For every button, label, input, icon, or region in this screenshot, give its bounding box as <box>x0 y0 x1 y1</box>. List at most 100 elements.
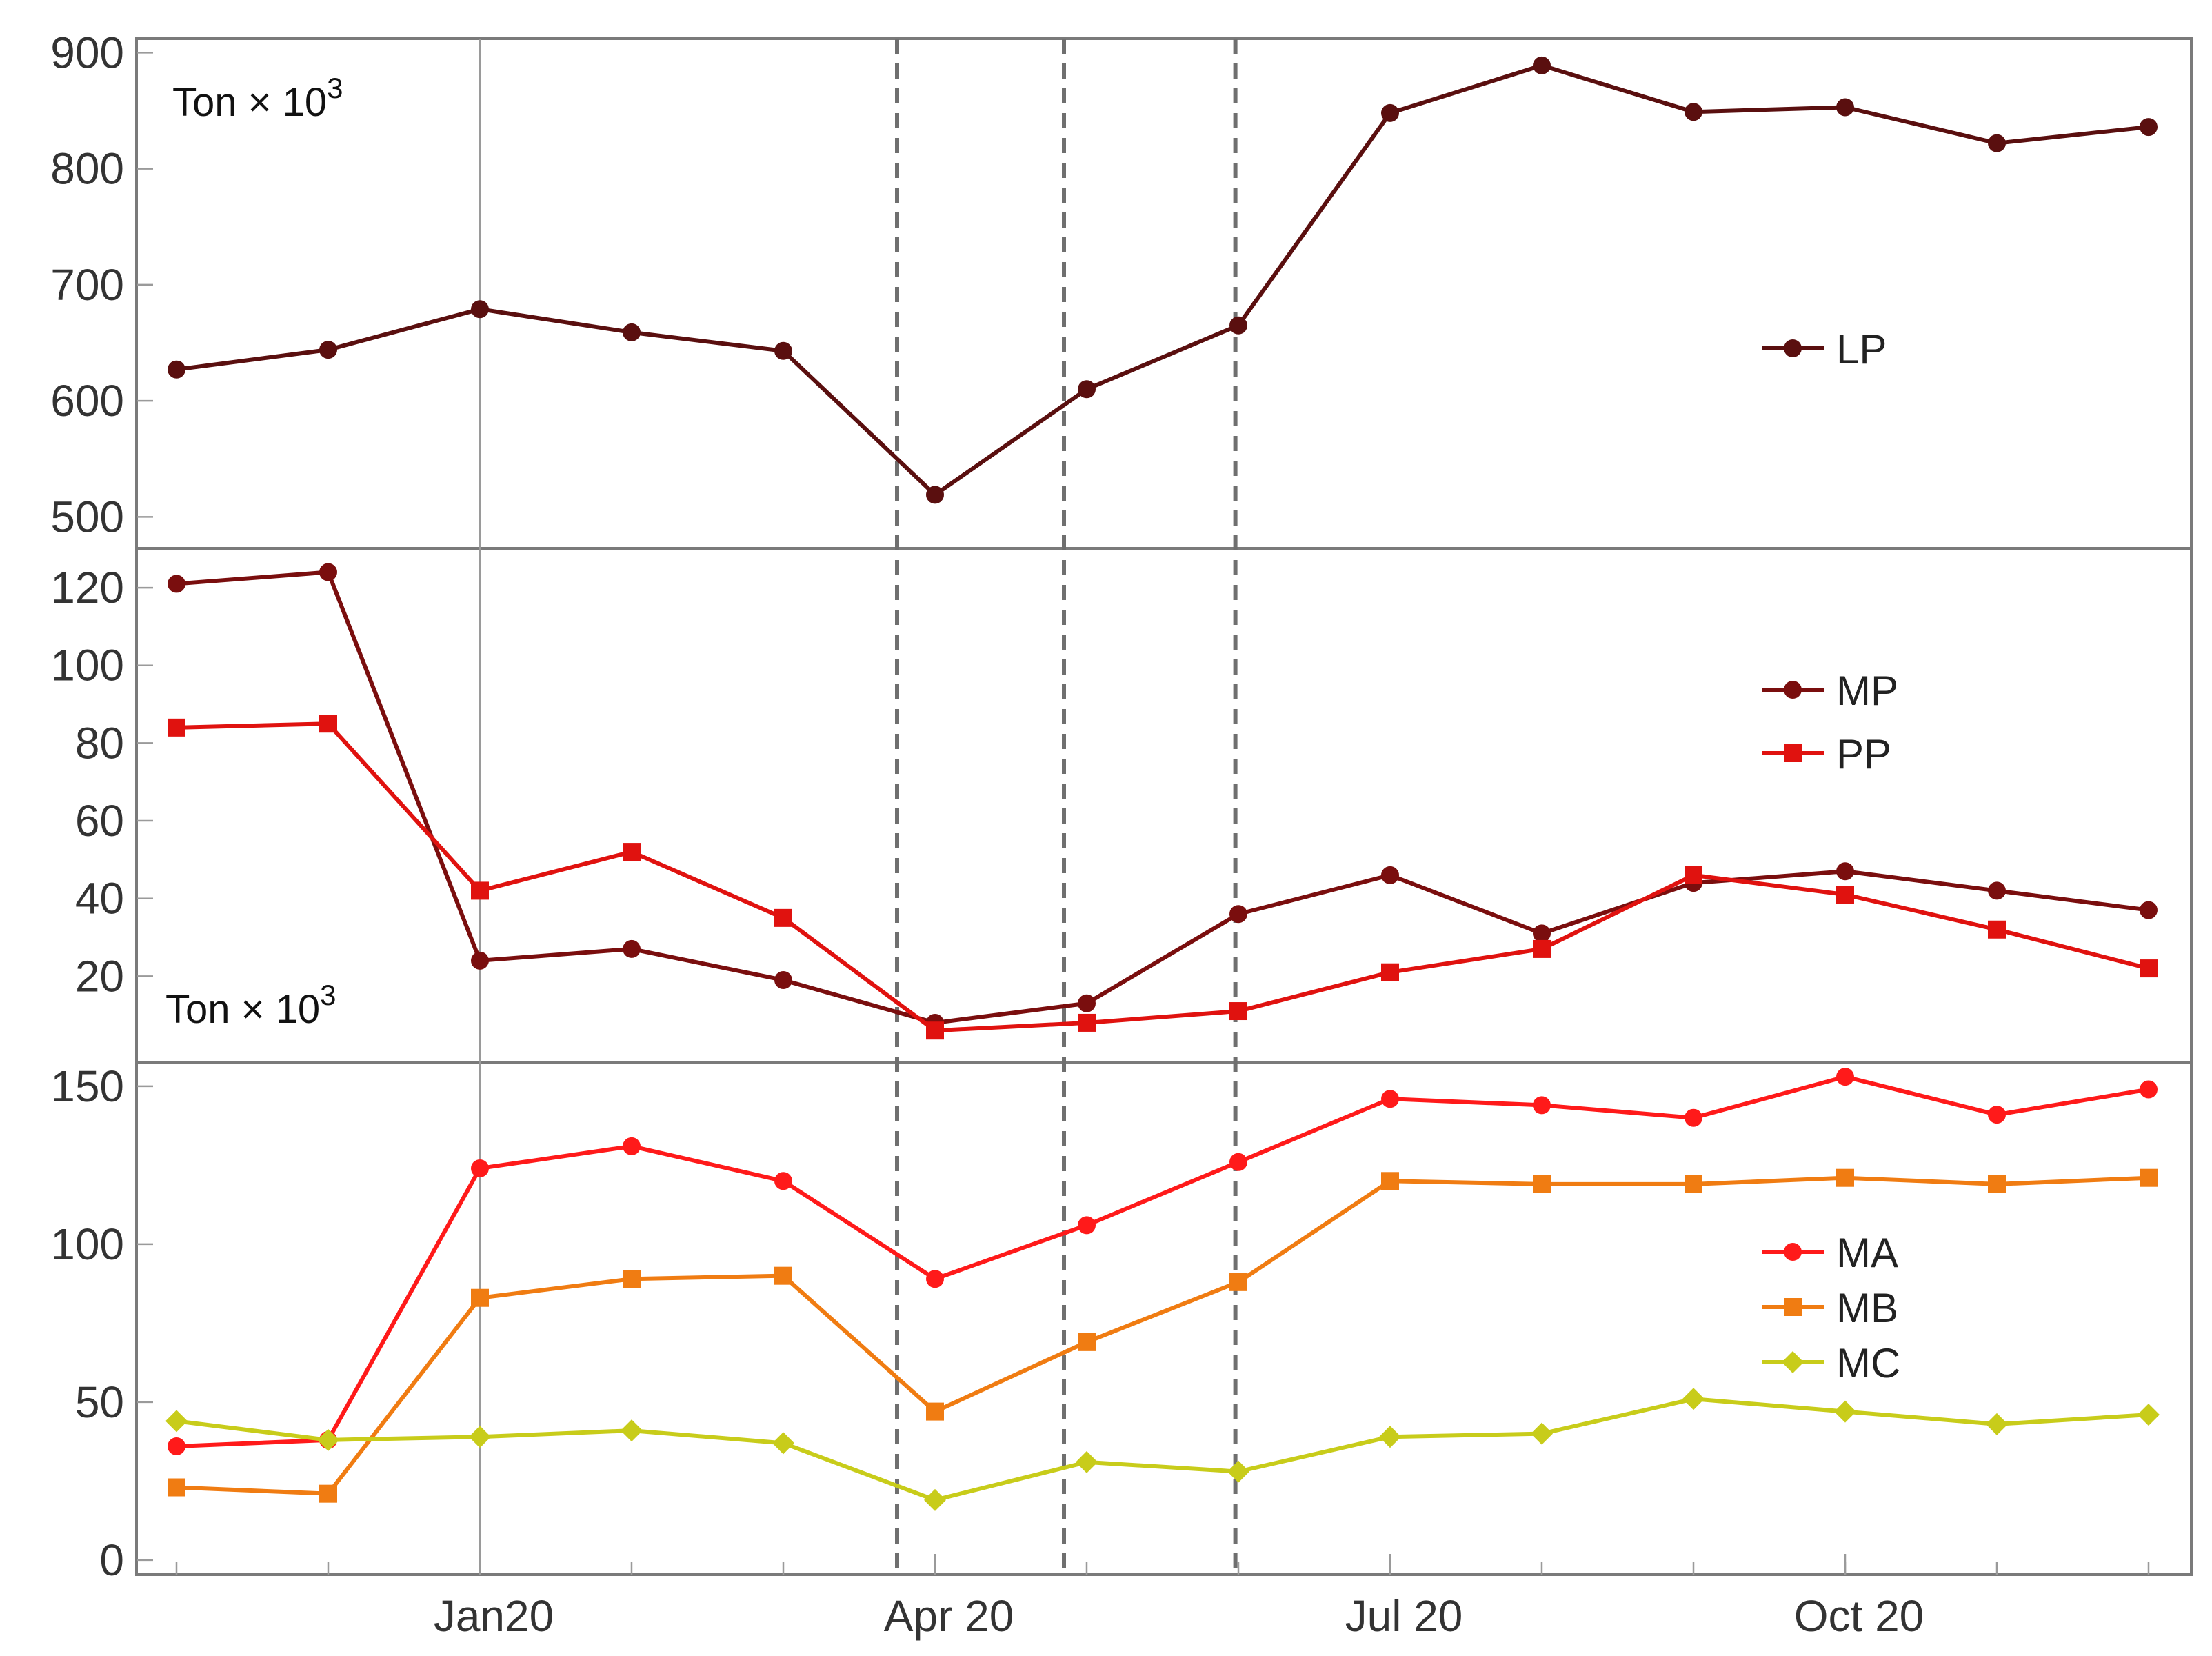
data-point <box>319 341 337 359</box>
data-point <box>168 1437 185 1455</box>
data-point <box>469 1426 491 1448</box>
data-point <box>774 908 792 927</box>
y-tick-label: 600 <box>50 376 124 426</box>
data-point <box>168 575 185 593</box>
data-point <box>1988 881 2006 900</box>
data-point <box>1078 1333 1096 1351</box>
legend-item-MA: MA <box>1762 1230 1898 1276</box>
data-point <box>1533 924 1551 943</box>
data-point <box>319 1484 337 1503</box>
data-point <box>471 300 489 319</box>
data-point <box>1986 1413 2008 1435</box>
y-tick-label: 80 <box>75 718 124 768</box>
y-tick-label: 900 <box>50 28 124 77</box>
y-tick-label: 50 <box>75 1377 124 1427</box>
data-point <box>168 1478 185 1497</box>
data-point <box>1784 1243 1802 1261</box>
data-point <box>1229 905 1247 924</box>
series-MP <box>168 563 2158 1032</box>
data-point <box>1533 1096 1551 1115</box>
y-tick-label: 0 <box>99 1535 124 1585</box>
data-point <box>1685 103 1702 121</box>
data-point <box>926 1021 944 1040</box>
legend-label: MB <box>1836 1285 1898 1331</box>
data-point <box>319 715 337 733</box>
data-point <box>1836 862 1854 881</box>
y-tick-label: 700 <box>50 260 124 310</box>
data-point <box>471 881 489 900</box>
data-point <box>1834 1400 1856 1423</box>
data-point <box>623 1137 641 1155</box>
data-point <box>1381 1090 1399 1108</box>
data-point <box>1836 98 1854 117</box>
data-point <box>774 341 792 360</box>
data-point <box>926 486 944 504</box>
legend-item-MC: MC <box>1762 1340 1900 1386</box>
legend-item-PP: PP <box>1762 731 1891 777</box>
legend-label: LP <box>1836 326 1887 372</box>
legend-label: MP <box>1836 668 1898 714</box>
series-MC <box>165 1388 2160 1511</box>
x-tick-label: Jan20 <box>434 1591 554 1641</box>
data-point <box>1988 1106 2006 1124</box>
data-point <box>319 563 337 581</box>
data-point <box>1533 939 1551 958</box>
data-point <box>165 1410 188 1433</box>
data-point <box>1836 1168 1854 1187</box>
data-point <box>1685 866 1702 884</box>
data-point <box>774 1172 792 1190</box>
data-point <box>471 951 489 970</box>
data-point <box>2140 901 2158 919</box>
series-line-MB <box>176 1175 2149 1496</box>
x-tick-label: Apr 20 <box>884 1591 1014 1641</box>
data-point <box>774 970 792 989</box>
legend-item-LP: LP <box>1762 326 1887 372</box>
data-point <box>926 1402 944 1421</box>
series-line-PP <box>176 721 2149 1033</box>
data-point <box>2138 1404 2160 1426</box>
data-point <box>471 1288 489 1307</box>
data-point <box>2140 118 2158 137</box>
data-point <box>623 939 641 958</box>
unit-label-exponent: 3 <box>320 979 336 1011</box>
x-tick-label: Oct 20 <box>1794 1591 1924 1641</box>
y-tick-label: 20 <box>75 951 124 1001</box>
data-point <box>623 1270 641 1288</box>
y-tick-label: 100 <box>50 641 124 690</box>
unit-label: Ton × 103 <box>172 72 343 125</box>
data-point <box>168 718 185 737</box>
data-point <box>1533 56 1551 74</box>
data-point <box>1531 1422 1553 1445</box>
data-point <box>2140 1080 2158 1099</box>
legend-label: MA <box>1836 1230 1898 1276</box>
series-line-MC <box>176 1397 2149 1502</box>
data-point <box>1784 1298 1802 1316</box>
x-tick-label: Jul 20 <box>1345 1591 1463 1641</box>
data-point <box>772 1432 794 1455</box>
series-PP <box>168 715 2158 1040</box>
data-point <box>1682 1388 1705 1410</box>
series-MB <box>168 1168 2158 1503</box>
series-line-MP <box>176 570 2149 1025</box>
plot-frame <box>135 37 2193 1576</box>
data-point <box>1227 1460 1249 1483</box>
data-point <box>1836 1068 1854 1086</box>
data-point <box>1078 1013 1096 1032</box>
legend-label: MC <box>1836 1340 1900 1386</box>
data-point <box>2140 959 2158 978</box>
data-point <box>1229 1153 1247 1171</box>
data-point <box>1078 994 1096 1012</box>
data-point <box>1988 920 2006 939</box>
y-tick-label: 40 <box>75 874 124 924</box>
legend-item-MP: MP <box>1762 668 1898 714</box>
data-point <box>1381 103 1399 122</box>
data-point <box>1229 1273 1247 1291</box>
data-point <box>926 1270 944 1288</box>
data-point <box>1533 1175 1551 1193</box>
y-tick-label: 500 <box>50 492 124 541</box>
data-point <box>623 323 641 341</box>
series-line-LP <box>176 63 2149 497</box>
data-point <box>1685 1108 1702 1127</box>
